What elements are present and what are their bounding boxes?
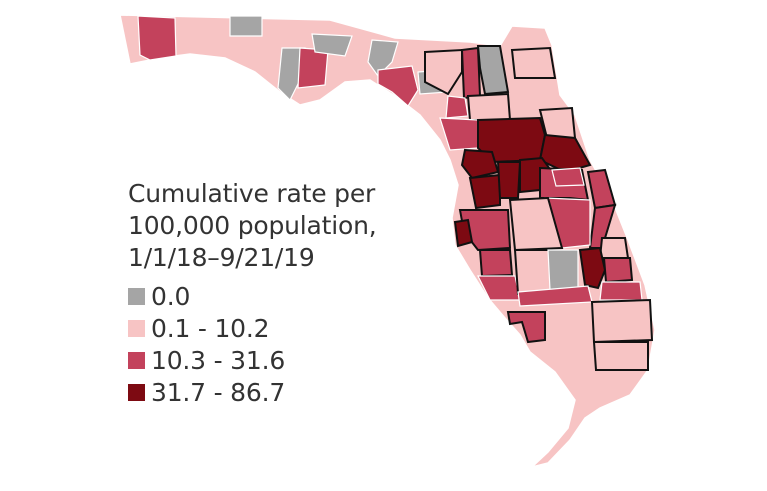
county <box>460 148 500 180</box>
county <box>137 15 177 61</box>
legend-title: Cumulative rate per 100,000 population, … <box>128 179 377 272</box>
county <box>466 92 512 121</box>
legend-item-high: 31.7 - 86.7 <box>128 376 377 408</box>
legend-label: 0.1 - 10.2 <box>151 313 270 343</box>
county <box>590 298 654 344</box>
county <box>510 46 557 79</box>
county <box>297 47 329 89</box>
county <box>468 173 501 210</box>
county <box>453 218 474 248</box>
county <box>311 33 353 57</box>
county <box>598 237 630 259</box>
legend-swatch <box>128 351 145 369</box>
map-legend: Cumulative rate per 100,000 population, … <box>128 178 377 408</box>
county <box>547 249 579 291</box>
legend-item-low: 0.1 - 10.2 <box>128 312 377 344</box>
legend-item-mid: 10.3 - 31.6 <box>128 344 377 376</box>
legend-swatch <box>128 383 145 401</box>
legend-swatch <box>128 287 145 305</box>
county <box>377 65 419 107</box>
county <box>229 15 263 37</box>
county <box>513 249 554 296</box>
county <box>424 48 463 96</box>
county <box>506 311 546 344</box>
legend-label: 31.7 - 86.7 <box>151 377 286 407</box>
county <box>445 95 469 119</box>
legend-swatch <box>128 319 145 337</box>
legend-label: 10.3 - 31.6 <box>151 345 286 375</box>
county <box>592 341 649 371</box>
county <box>602 257 634 284</box>
county <box>599 281 643 301</box>
county <box>496 161 522 199</box>
county <box>578 246 607 290</box>
county <box>508 196 564 252</box>
county <box>551 167 585 187</box>
county <box>478 249 514 278</box>
county <box>460 46 482 100</box>
legend-label: 0.0 <box>151 281 191 311</box>
county <box>477 275 521 301</box>
legend-item-zero: 0.0 <box>128 280 377 312</box>
